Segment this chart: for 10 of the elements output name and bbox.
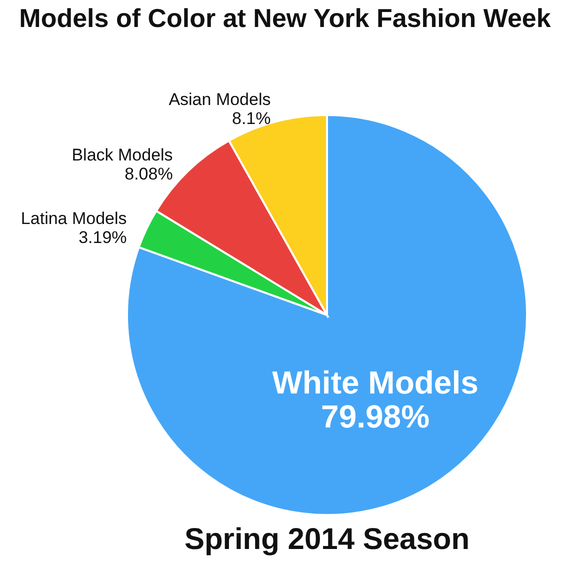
slice-label: Latina Models [20, 209, 127, 228]
data-label: 8.08% [124, 164, 173, 184]
chart-title: Models of Color at New York Fashion Week [19, 3, 552, 33]
data-label: 8.1% [232, 109, 271, 128]
data-label: 79.98% [321, 398, 430, 435]
slice-label: Asian Models [168, 90, 271, 110]
data-label: 3.19% [78, 228, 127, 248]
slice-label: Black Models [72, 145, 173, 164]
slice-label: White Models [272, 364, 478, 401]
text: Spring 2014 Season [184, 523, 470, 556]
